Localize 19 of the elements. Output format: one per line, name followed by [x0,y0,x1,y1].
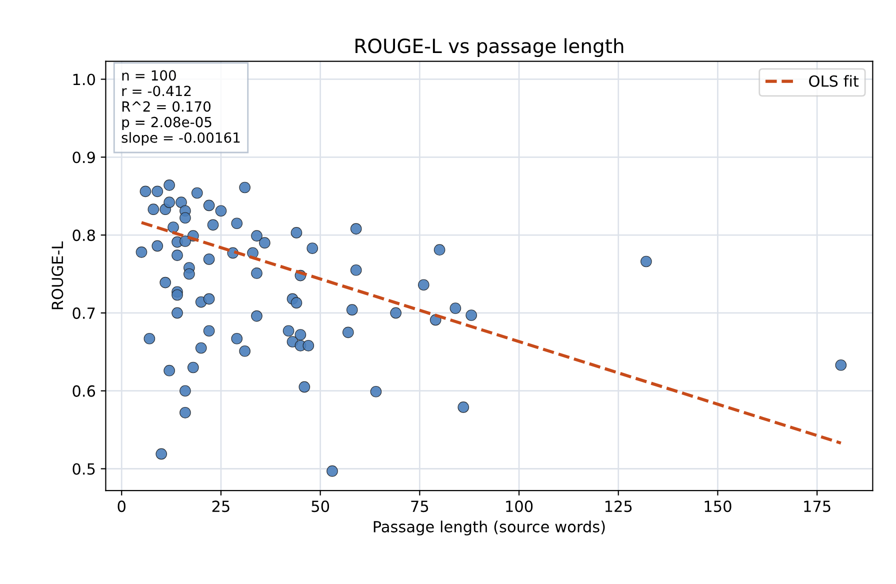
x-tick-label: 150 [704,500,732,512]
chart-title: ROUGE-L vs passage length [356,38,624,58]
y-tick-label: 0.9 [72,152,95,164]
x-tick-label: 50 [312,500,330,512]
y-tick-label: 1.0 [73,74,95,86]
y-tick-label: 0.8 [72,230,95,242]
y-axis-title: ROUGE-L [52,241,64,310]
x-tick-label: 25 [212,500,230,512]
x-axis-title: Passage length (source words) [374,520,605,536]
y-tick-label: 0.5 [72,463,95,475]
y-tick-label: 0.7 [72,307,95,319]
x-tick-label: 175 [804,500,830,512]
x-tick-label: 75 [411,500,428,512]
y-tick-label: 0.6 [72,385,96,397]
x-tick-label: 125 [605,500,632,512]
x-tick-label: 0 [118,500,126,512]
annotation: n = 100 r = -0.412 R^2 = 0.170 p = 2.08e-05 slope = -0.00161 [122,70,240,146]
x-tick-label: 100 [506,500,533,512]
legend-label: OLS fit [809,75,859,87]
